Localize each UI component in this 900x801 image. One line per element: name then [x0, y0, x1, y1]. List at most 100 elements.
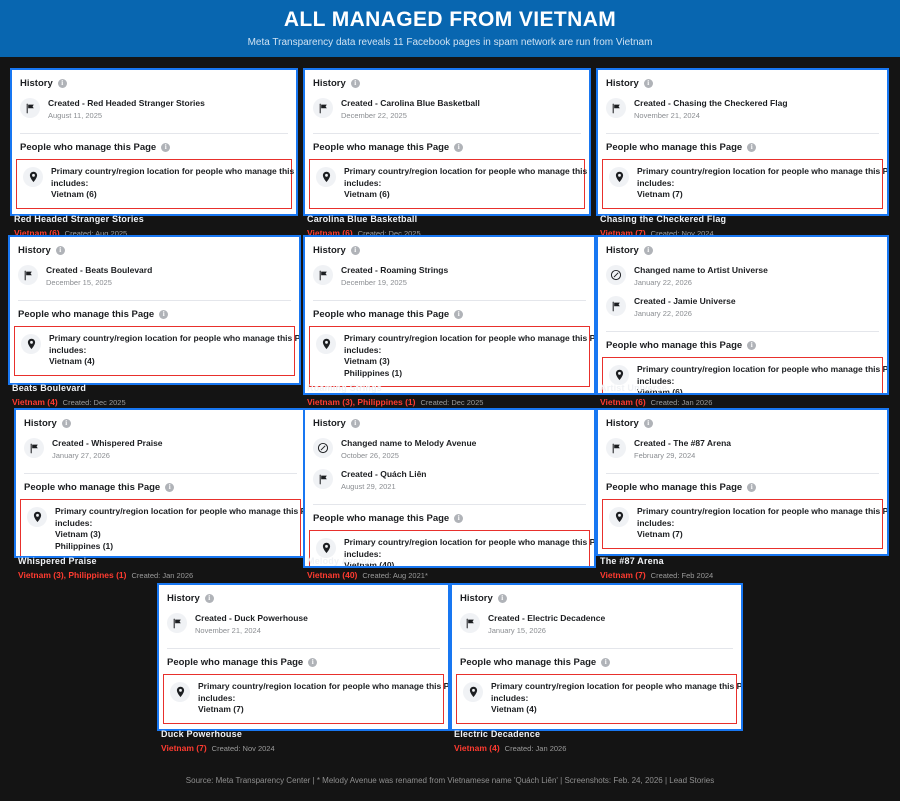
caption-meta: Vietnam (6) Created: Jan 2026 [600, 395, 712, 409]
caption-page-name: Duck Powerhouse [161, 729, 243, 739]
caption-meta: Vietnam (6) Created: Aug 2025 [14, 226, 144, 240]
info-icon[interactable]: i [643, 79, 653, 88]
history-list: Changed name to Melody Avenue October 26,… [305, 435, 594, 504]
location-text: Primary country/region location for peop… [55, 506, 305, 552]
info-icon[interactable]: i [159, 310, 169, 319]
caption-country-count: Vietnam (40) [307, 570, 358, 580]
page-transparency-card-carolina-blue-basketball: History i Created - Carolina Blue Basketba… [303, 68, 591, 216]
history-entry-label: Created - Carolina Blue Basketball [341, 98, 480, 108]
caption-page-name: Carolina Blue Basketball [307, 214, 418, 224]
history-list: Changed name to Artist Universe January 2… [598, 262, 887, 331]
history-entry-label: Created - Electric Decadence [488, 613, 606, 623]
card-caption-carolina-blue-basketball: Carolina Blue Basketball Vietnam (6) Creat… [307, 213, 421, 240]
page-subtitle: Meta Transparency data reveals 11 Facebo… [247, 36, 653, 48]
people-label: People who manage this Page [606, 142, 743, 153]
info-icon[interactable]: i [165, 483, 175, 492]
page-title: ALL MANAGED FROM VIETNAM [283, 7, 617, 31]
location-intro-line1: Primary country/region location for peop… [491, 681, 743, 691]
history-entry-date: October 26, 2025 [341, 451, 399, 460]
history-section-title: History i [159, 585, 448, 610]
info-icon[interactable]: i [161, 143, 171, 152]
location-highlight-box: Primary country/region location for peop… [309, 326, 594, 387]
section-divider [606, 473, 879, 474]
location-entry: Primary country/region location for peop… [603, 500, 887, 548]
info-icon[interactable]: i [643, 419, 653, 428]
history-entry-date: February 29, 2024 [634, 451, 696, 460]
history-entry-text: Changed name to Artist Universe January 2… [634, 264, 768, 288]
caption-country-count: Vietnam (7) [600, 570, 646, 580]
info-icon[interactable]: i [308, 658, 318, 667]
caption-created-date: Created: Dec 2025 [62, 398, 126, 407]
section-divider [313, 133, 581, 134]
flag-icon [18, 265, 38, 285]
history-entry: Changed name to Melody Avenue October 26,… [313, 435, 586, 466]
flag-icon [24, 438, 44, 458]
flag-icon [606, 438, 626, 458]
section-divider [460, 648, 733, 649]
section-divider [20, 133, 288, 134]
history-entry-text: Created - Chasing the Checkered Flag Nove… [634, 97, 788, 121]
info-icon[interactable]: i [643, 246, 653, 255]
location-pin-icon [21, 334, 41, 354]
info-icon[interactable]: i [747, 143, 757, 152]
info-icon[interactable]: i [497, 594, 507, 603]
history-entry-date: November 21, 2024 [634, 111, 700, 120]
info-icon[interactable]: i [747, 341, 757, 350]
history-label: History [20, 78, 53, 89]
section-divider [167, 648, 440, 649]
history-entry-date: January 27, 2026 [52, 451, 110, 460]
people-label: People who manage this Page [18, 309, 155, 320]
info-icon[interactable]: i [57, 79, 67, 88]
card-caption-electric-decadence: Electric Decadence Vietnam (4) Created: Ja… [454, 728, 566, 755]
history-section-title: History i [452, 585, 741, 610]
page-transparency-card-the-87-arena: History i Created - The #87 Arena February … [596, 408, 889, 556]
people-label: People who manage this Page [313, 513, 450, 524]
info-icon[interactable]: i [454, 310, 464, 319]
history-section-title: History i [598, 410, 887, 435]
location-text: Primary country/region location for peop… [344, 333, 594, 379]
history-entry-date: January 15, 2026 [488, 626, 546, 635]
caption-meta: Vietnam (40) Created: Aug 2021* [307, 568, 428, 582]
location-highlight-box: Primary country/region location for peop… [602, 499, 887, 549]
location-country-value: Vietnam (6) [344, 189, 390, 199]
location-text: Primary country/region location for peop… [198, 681, 448, 716]
history-label: History [167, 593, 200, 604]
info-icon[interactable]: i [350, 246, 360, 255]
people-section-title: People who manage this Page i [16, 474, 305, 499]
location-intro-line1: Primary country/region location for peop… [637, 506, 889, 516]
caption-country-count: Vietnam (6) [600, 397, 646, 407]
info-icon[interactable]: i [350, 419, 360, 428]
info-icon[interactable]: i [747, 483, 757, 492]
caption-created-date: Created: Dec 2025 [420, 398, 484, 407]
card-caption-beats-boulevard: Beats Boulevard Vietnam (4) Created: Dec 2… [12, 382, 126, 409]
card-caption-duck-powerhouse: Duck Powerhouse Vietnam (7) Created: Nov 2… [161, 728, 275, 755]
card-caption-melody-avenue: Melody Avenue Vietnam (40) Created: Aug 20… [307, 555, 428, 582]
caption-page-name: The #87 Arena [600, 556, 664, 566]
section-divider [24, 473, 297, 474]
history-entry-date: January 22, 2026 [634, 278, 692, 287]
caption-page-name: Red Headed Stranger Stories [14, 214, 144, 224]
info-icon[interactable]: i [350, 79, 360, 88]
history-entry-label: Created - Chasing the Checkered Flag [634, 98, 788, 108]
caption-created-date: Created: Aug 2025 [64, 229, 128, 238]
info-icon[interactable]: i [601, 658, 611, 667]
info-icon[interactable]: i [55, 246, 65, 255]
location-highlight-box: Primary country/region location for peop… [456, 674, 741, 724]
history-label: History [606, 78, 639, 89]
caption-page-name: Whispered Praise [18, 556, 97, 566]
info-icon[interactable]: i [454, 514, 464, 523]
page-header: ALL MANAGED FROM VIETNAM Meta Transparen… [0, 0, 900, 57]
history-entry-date: December 15, 2025 [46, 278, 112, 287]
info-icon[interactable]: i [61, 419, 71, 428]
info-icon[interactable]: i [204, 594, 214, 603]
people-label: People who manage this Page [167, 657, 304, 668]
history-entry: Changed name to Artist Universe January 2… [606, 262, 879, 293]
history-entry: Created - Whispered Praise January 27, 20… [24, 435, 297, 466]
info-icon[interactable]: i [454, 143, 464, 152]
history-entry: Created - Red Headed Stranger Stories Aug… [20, 95, 288, 126]
people-section-title: People who manage this Page i [598, 134, 887, 159]
location-intro-line1: Primary country/region location for peop… [637, 364, 889, 374]
flag-icon [313, 98, 333, 118]
history-entry-text: Created - Roaming Strings December 19, 20… [341, 264, 448, 288]
history-section-title: History i [16, 410, 305, 435]
